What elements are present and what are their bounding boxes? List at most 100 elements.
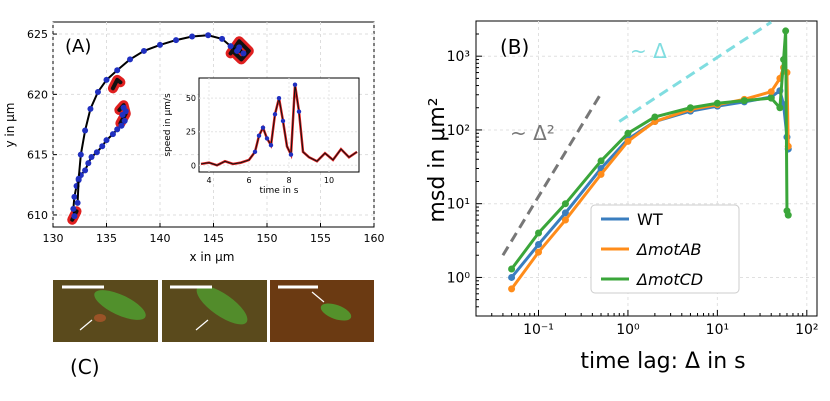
frame-3-cell [320, 303, 352, 321]
a-trajectory-point [118, 122, 125, 129]
a-trajectory-point [236, 44, 243, 51]
frame-1-cell [94, 290, 146, 320]
b-series-point [767, 88, 775, 96]
a-trajectory-point [87, 105, 94, 112]
frame-3-arrow [311, 291, 325, 303]
b-series-point [776, 104, 784, 112]
panel-b-xlabel: time lag: Δ in s [580, 349, 745, 374]
b-series-point [782, 27, 790, 35]
a-trajectory-point [93, 149, 100, 156]
inset-xtick-label: 6 [246, 176, 251, 185]
inset-speed-point [264, 136, 270, 141]
a-trajectory-point [140, 47, 147, 54]
a-trajectory-point [240, 50, 247, 57]
a-trajectory-point [88, 154, 95, 161]
b-series-point [740, 97, 748, 105]
a-trajectory-point [219, 35, 226, 42]
b-series-point [767, 94, 775, 102]
inset-xtick-label: 8 [286, 176, 291, 185]
b-ytick-label: 10¹ [447, 197, 470, 213]
b-series-point [651, 113, 659, 121]
b-series-point [535, 240, 543, 248]
guide-line-delta [618, 20, 773, 123]
inset-speed-point [288, 152, 294, 157]
b-series-point [686, 104, 694, 112]
b-xtick-label: 10¹ [706, 322, 729, 338]
frame-2-cell [196, 285, 248, 325]
legend-box [590, 204, 740, 294]
b-series-point [780, 56, 788, 64]
inset-speed-point [296, 109, 302, 114]
b-series-point [561, 209, 569, 217]
b-xtick-label: 10⁻¹ [523, 322, 554, 338]
inset-xtick-label: 4 [206, 176, 211, 185]
b-xtick-label: 10² [795, 322, 818, 338]
b-series-point [508, 285, 516, 293]
inset-speed-point [280, 118, 286, 124]
a-trajectory-point [99, 143, 106, 150]
a-run-segment-core [228, 39, 251, 62]
a-ytick-label: 625 [27, 28, 48, 41]
a-trajectory-point [120, 104, 127, 111]
legend-label-wt: WT [637, 210, 663, 229]
b-series-point [508, 265, 516, 273]
a-xtick-label: 145 [203, 232, 224, 245]
b-series-point [597, 170, 605, 178]
a-trajectory-point [75, 175, 82, 182]
a-trajectory-point [121, 117, 128, 124]
frame-1-red-spot [94, 314, 106, 322]
b-series-point [535, 248, 543, 256]
a-trajectory-point [103, 137, 110, 144]
a-trajectory-point [114, 67, 121, 74]
a-xtick-label: 160 [364, 232, 385, 245]
b-series-point [508, 273, 516, 281]
a-trajectory-point [85, 160, 92, 167]
a-trajectory-point [74, 199, 81, 206]
panel-a-inset: 4 6 8 10 0 25 50 time in s speed in μm/s [163, 77, 360, 196]
fluorescence-frame-1 [53, 280, 158, 342]
a-xtick-label: 150 [257, 232, 278, 245]
a-xtick-label: 130 [43, 232, 64, 245]
b-ytick-label: 10³ [447, 49, 470, 65]
inset-speed-point [256, 133, 262, 138]
a-ytick-label: 620 [27, 88, 48, 101]
fluorescence-frame-2 [162, 280, 267, 342]
frame-2-arrow [195, 319, 209, 331]
inset-speed-point [252, 149, 258, 155]
b-series-point [624, 137, 632, 145]
guide-label-delta-squared: ~ Δ² [510, 121, 555, 145]
a-trajectory-point [114, 126, 121, 133]
panel-c-label: (C) [70, 355, 100, 379]
a-trajectory-point [205, 32, 212, 39]
frame-3-bg [270, 280, 374, 342]
a-trajectory-point [77, 151, 84, 158]
inset-xtick-label: 10 [324, 176, 334, 185]
b-series-point [561, 216, 569, 224]
a-trajectory-point [189, 33, 196, 40]
inset-ytick-label: 0 [191, 161, 196, 170]
panel-b: 10⁻¹ 10⁰ 10¹ 10² 10⁰ 10¹ 10² 10³ (B) ~ Δ² ~ Δ t… [425, 20, 819, 374]
legend-label-motab: ΔmotAB [635, 240, 702, 259]
inset-speed-point [292, 82, 298, 87]
inset-speed-point [268, 142, 274, 148]
inset-xlabel: time in s [260, 186, 299, 196]
inset-frame [198, 77, 360, 173]
b-ytick-label: 10⁰ [447, 270, 471, 286]
panel-b-ylabel: msd in μm² [425, 97, 450, 222]
inset-speed-point [272, 112, 278, 117]
frame-1-arrow [79, 319, 93, 331]
a-xtick-label: 155 [310, 232, 331, 245]
legend-label-motcd: ΔmotCD [635, 270, 703, 289]
b-xtick-label: 10⁰ [616, 322, 640, 338]
a-trajectory-point [94, 88, 101, 95]
a-trajectory-point [82, 127, 89, 134]
a-run-segment-core [110, 77, 123, 91]
panel-a-ylabel: y in μm [3, 103, 17, 148]
a-trajectory-point [227, 43, 234, 50]
inset-ylabel: speed in μm/s [163, 93, 173, 157]
b-series-point [624, 129, 632, 137]
inset-ytick-label: 25 [186, 128, 196, 137]
a-ytick-label: 610 [27, 209, 48, 222]
a-trajectory-point [71, 213, 78, 220]
